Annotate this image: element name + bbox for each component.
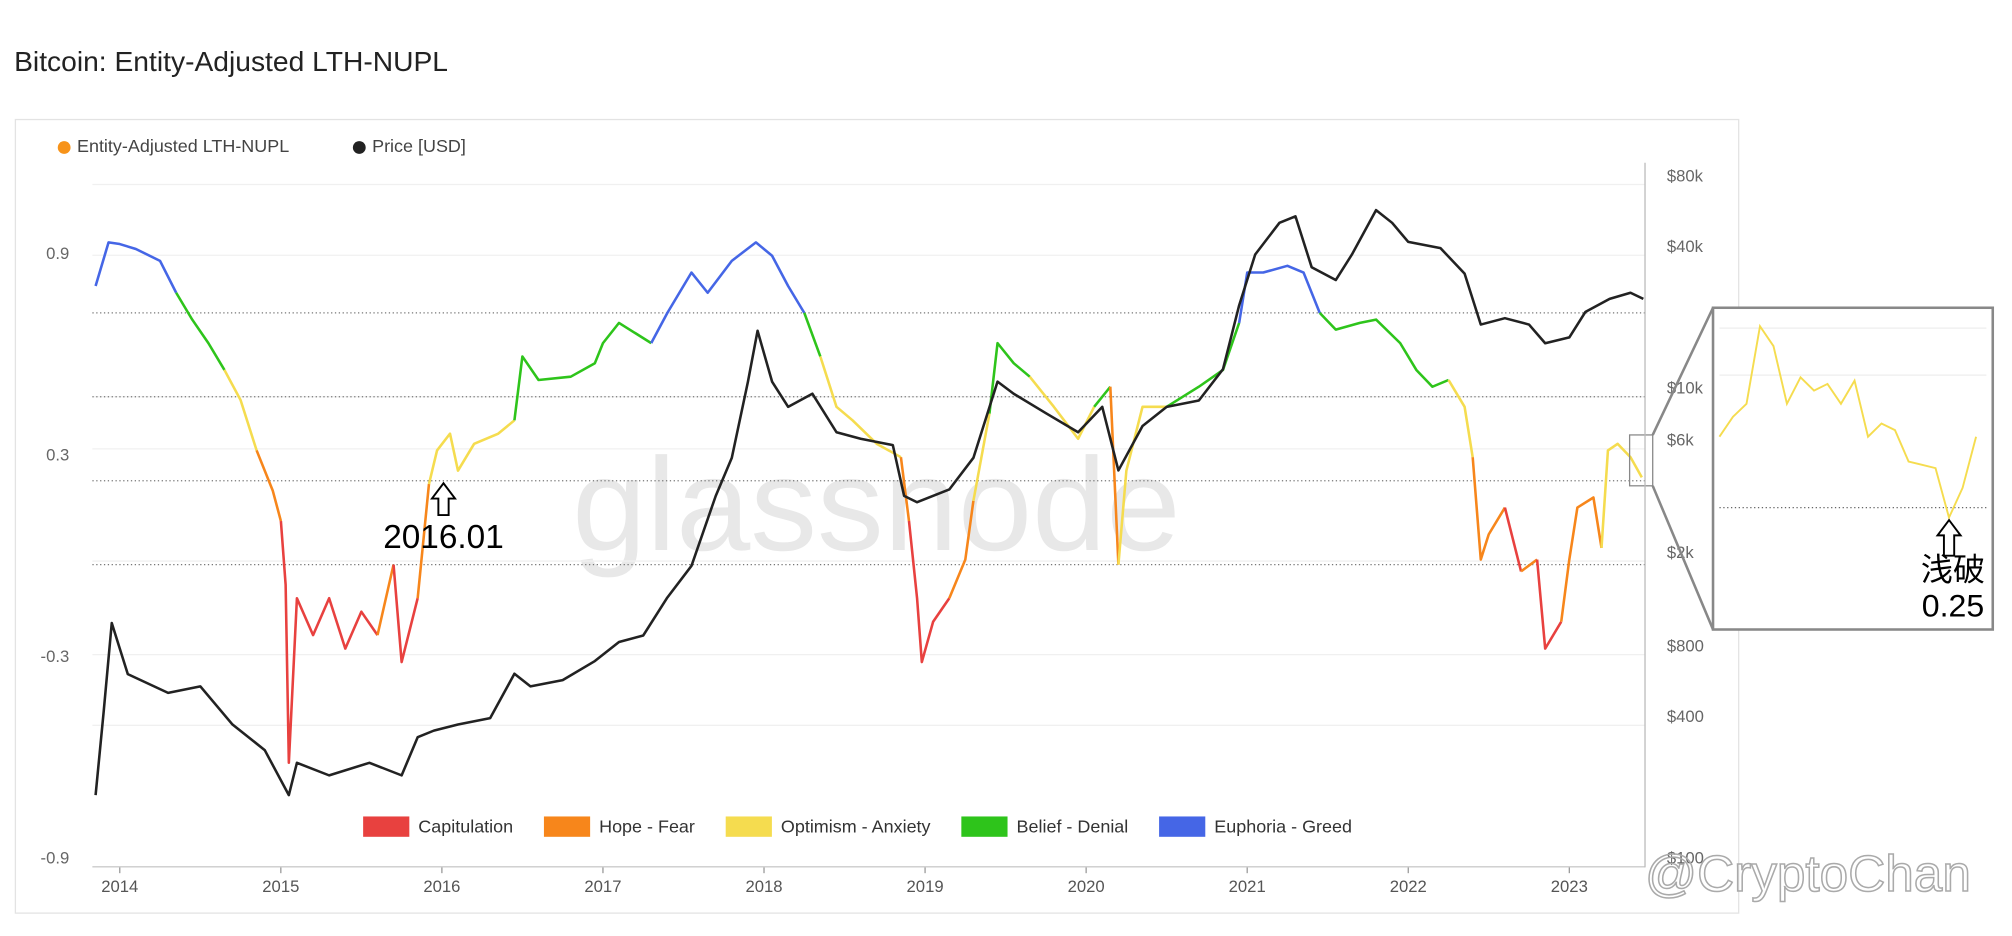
zone-label: Capitulation bbox=[418, 817, 513, 837]
y2-tick-label: $40k bbox=[1667, 237, 1704, 256]
series-line bbox=[1559, 496, 1603, 622]
y-tick-label: 0.9 bbox=[46, 244, 69, 263]
zoom-source bbox=[1628, 434, 1654, 487]
x-tick-label: 2020 bbox=[1068, 877, 1105, 896]
series-line bbox=[1503, 507, 1523, 572]
series-line bbox=[1535, 559, 1563, 650]
series-line bbox=[1093, 385, 1112, 408]
series-line bbox=[988, 341, 1031, 414]
watermark: glassnode bbox=[572, 432, 1180, 579]
inset-label: 浅破 bbox=[1921, 552, 1985, 588]
annotation: 2016.01 bbox=[383, 519, 504, 556]
x-tick-label: 2016 bbox=[423, 877, 460, 896]
chart-title: Bitcoin: Entity-Adjusted LTH-NUPL bbox=[14, 46, 448, 77]
series-line bbox=[1600, 442, 1643, 548]
zone-label: Belief - Denial bbox=[1017, 817, 1129, 837]
series-line bbox=[972, 413, 991, 502]
x-tick-label: 2021 bbox=[1229, 877, 1266, 896]
series-line bbox=[948, 500, 975, 599]
zone-swatch bbox=[1159, 816, 1206, 837]
series-line bbox=[819, 356, 902, 459]
series-line bbox=[803, 312, 822, 357]
series-line bbox=[650, 241, 806, 344]
zone-swatch bbox=[725, 816, 772, 837]
series-line bbox=[1165, 322, 1241, 408]
series-line bbox=[1471, 457, 1506, 561]
y2-tick-label: $100 bbox=[1667, 849, 1704, 868]
zone-label: Optimism - Anxiety bbox=[781, 817, 931, 837]
series-line bbox=[1520, 558, 1538, 573]
y2-tick-label: $400 bbox=[1667, 707, 1704, 726]
series-line bbox=[223, 369, 258, 451]
series-line bbox=[376, 564, 395, 636]
legend-label: Entity-Adjusted LTH-NUPL bbox=[77, 136, 289, 156]
series-line bbox=[1318, 311, 1450, 389]
zone-label: Hope - Fear bbox=[599, 817, 695, 837]
series-line bbox=[427, 419, 516, 485]
watermark: @CryptoChan bbox=[1645, 845, 1971, 902]
inset-label: 0.25 bbox=[1922, 587, 1984, 623]
annotation-arrow bbox=[430, 481, 457, 517]
x-tick-label: 2017 bbox=[584, 877, 621, 896]
legend-label: Price [USD] bbox=[372, 136, 466, 156]
series-line bbox=[907, 520, 951, 664]
series-line bbox=[94, 241, 178, 294]
x-tick-label: 2019 bbox=[907, 877, 944, 896]
zone-label: Euphoria - Greed bbox=[1214, 817, 1352, 837]
x-tick-label: 2015 bbox=[262, 877, 299, 896]
y2-tick-label: $800 bbox=[1667, 636, 1704, 655]
legend-marker bbox=[352, 141, 366, 154]
series-line bbox=[416, 483, 431, 599]
x-tick-label: 2022 bbox=[1390, 877, 1427, 896]
x-tick-label: 2018 bbox=[745, 877, 782, 896]
series-line bbox=[175, 292, 226, 371]
zone-swatch bbox=[543, 816, 591, 837]
zone-swatch bbox=[961, 816, 1008, 837]
inset-line bbox=[1718, 323, 1978, 521]
series-line bbox=[1447, 379, 1474, 458]
series-line bbox=[513, 321, 652, 421]
series-line bbox=[899, 457, 911, 522]
x-tick-label: 2023 bbox=[1551, 877, 1588, 896]
y2-tick-label: $6k bbox=[1667, 431, 1695, 450]
series-line bbox=[1028, 375, 1096, 441]
series-line bbox=[392, 564, 419, 664]
series-line bbox=[1237, 264, 1321, 324]
series-line bbox=[255, 449, 283, 522]
y-tick-label: 0.3 bbox=[46, 446, 69, 465]
zone-swatch bbox=[363, 816, 410, 837]
legend-marker bbox=[57, 141, 71, 154]
y2-tick-label: $80k bbox=[1667, 166, 1704, 185]
x-tick-label: 2014 bbox=[101, 877, 138, 896]
inset-arrow bbox=[1935, 518, 1963, 557]
zoom-connector bbox=[1651, 307, 1715, 630]
series-line bbox=[279, 520, 379, 765]
y-tick-label: -0.9 bbox=[41, 849, 70, 868]
y-tick-label: -0.3 bbox=[41, 647, 70, 666]
series-line bbox=[94, 208, 1644, 797]
series-line bbox=[1109, 386, 1120, 565]
inset-frame bbox=[1711, 306, 1995, 631]
